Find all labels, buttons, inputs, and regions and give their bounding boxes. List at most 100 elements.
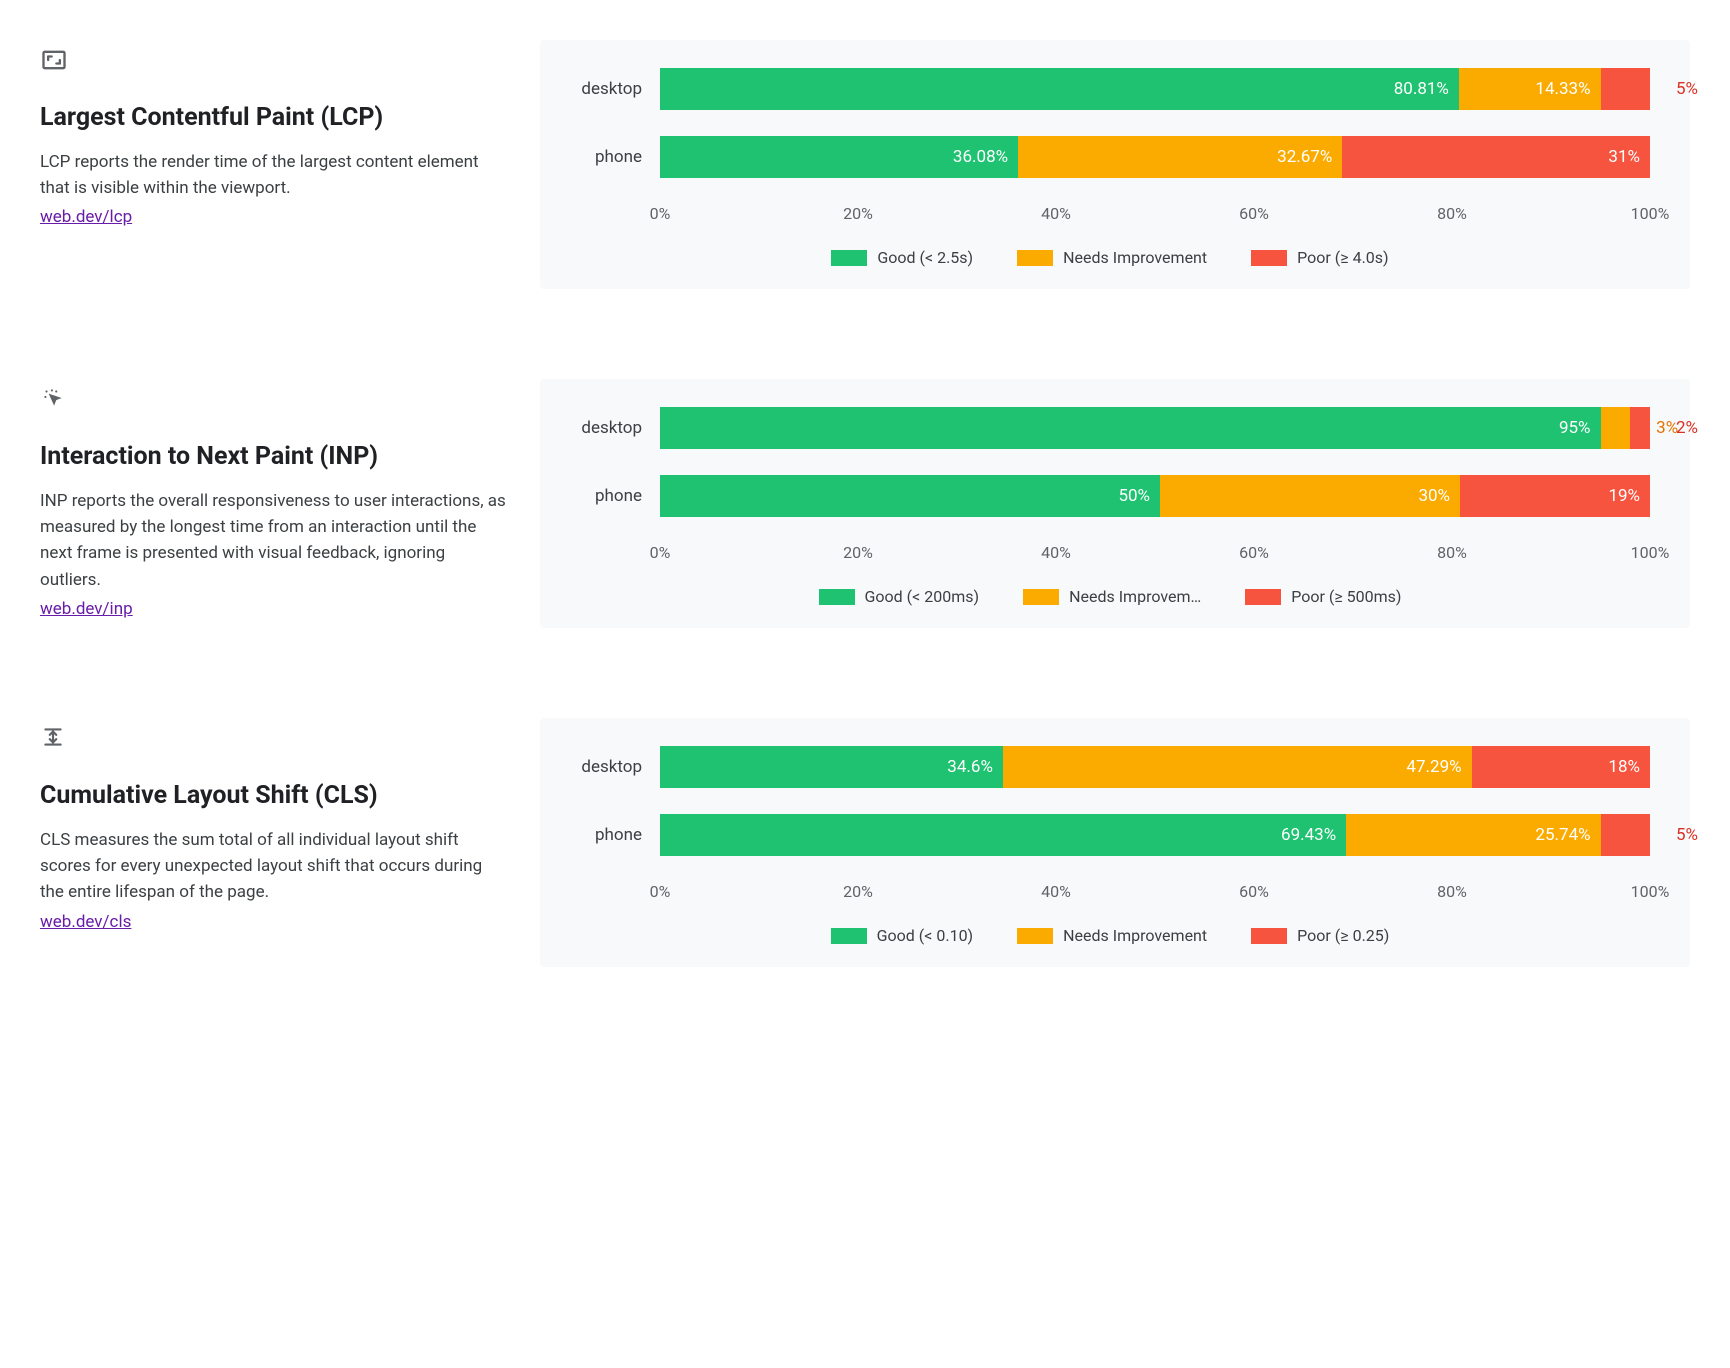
layout-shift-icon [40, 724, 68, 752]
legend-swatch-needs [1017, 250, 1053, 266]
legend-label-poor: Poor (≥ 0.25) [1297, 926, 1389, 945]
bar-track: 36.08% 32.67% 31% [660, 136, 1650, 178]
metric-row-cls: Cumulative Layout Shift (CLS) CLS measure… [40, 718, 1690, 967]
axis-tick: 80% [1437, 204, 1467, 223]
legend: Good (< 0.10) Needs Improvement Poor (≥ 0.… [570, 926, 1650, 945]
legend-label-needs: Needs Improvem… [1069, 587, 1201, 606]
axis-tick: 100% [1631, 882, 1670, 901]
bar-value-good: 36.08% [953, 147, 1008, 167]
legend-label-needs: Needs Improvement [1063, 248, 1207, 267]
axis-tick: 100% [1631, 204, 1670, 223]
bar-value-poor: 5% [1676, 79, 1698, 99]
legend-label-good: Good (< 2.5s) [877, 248, 973, 267]
metric-docs-link[interactable]: web.dev/cls [40, 912, 131, 932]
bar-category-label: phone [570, 825, 660, 845]
bar-segment-poor: 5% [1601, 68, 1650, 110]
legend-swatch-needs [1023, 589, 1059, 605]
axis-tick: 20% [843, 882, 873, 901]
bar-row: phone 36.08% 32.67% 31% [570, 136, 1650, 178]
bar-value-good: 50% [1118, 486, 1150, 506]
x-axis: 0%20%40%60%80%100% [660, 539, 1650, 567]
legend-swatch-poor [1251, 250, 1287, 266]
axis-tick: 80% [1437, 543, 1467, 562]
axis-tick: 40% [1041, 204, 1071, 223]
legend-swatch-needs [1017, 928, 1053, 944]
bar-track: 95% 3%2% [660, 407, 1650, 449]
legend-swatch-poor [1245, 589, 1281, 605]
bar-segment-poor: 19% [1460, 475, 1650, 517]
x-axis: 0%20%40%60%80%100% [660, 878, 1650, 906]
bar-value-good: 34.6% [947, 757, 993, 777]
bar-row: desktop34.6%47.29%18% [570, 746, 1650, 788]
legend-label-needs: Needs Improvement [1063, 926, 1207, 945]
bar-segment-needs: 32.67% [1018, 136, 1342, 178]
bar-segment-good: 80.81% [660, 68, 1459, 110]
axis-row: 0%20%40%60%80%100% [570, 539, 1650, 567]
bar-value-poor: 5% [1676, 825, 1698, 845]
bar-row: desktop 95% 3%2% [570, 407, 1650, 449]
legend: Good (< 200ms) Needs Improvem… Poor (≥ 500… [570, 587, 1650, 606]
bar-segment-poor: 18% [1472, 746, 1650, 788]
bar-value-poor: 19% [1608, 486, 1640, 506]
bar-track: 34.6%47.29%18% [660, 746, 1650, 788]
bar-segment-needs: 30% [1160, 475, 1460, 517]
legend-label-poor: Poor (≥ 4.0s) [1297, 248, 1388, 267]
bar-value-needs: 14.33% [1535, 79, 1590, 99]
axis-tick: 80% [1437, 882, 1467, 901]
bar-value-needs: 3% [1656, 418, 1678, 438]
legend-item-good: Good (< 200ms) [819, 587, 980, 606]
axis-tick: 20% [843, 204, 873, 223]
legend-swatch-good [831, 928, 867, 944]
bar-segment-good: 95% [660, 407, 1601, 449]
legend-swatch-poor [1251, 928, 1287, 944]
axis-tick: 0% [650, 543, 671, 562]
chart-panel: desktop34.6%47.29%18% phone69.43% 25.74% 5%… [540, 718, 1690, 967]
bar-value-needs: 30% [1418, 486, 1450, 506]
bar-segment-needs: 25.74% [1346, 814, 1600, 856]
axis-row: 0%20%40%60%80%100% [570, 200, 1650, 228]
cursor-click-icon [40, 385, 68, 413]
metric-title: Cumulative Layout Shift (CLS) [40, 780, 510, 813]
axis-tick: 0% [650, 882, 671, 901]
bar-category-label: desktop [570, 418, 660, 438]
legend-item-poor: Poor (≥ 4.0s) [1251, 248, 1388, 267]
bar-segment-poor: 2% [1630, 407, 1650, 449]
bar-segment-needs: 3% [1601, 407, 1631, 449]
legend-label-poor: Poor (≥ 500ms) [1291, 587, 1401, 606]
metric-docs-link[interactable]: web.dev/inp [40, 599, 133, 619]
legend-item-good: Good (< 0.10) [831, 926, 973, 945]
bar-row: phone50%30%19% [570, 475, 1650, 517]
axis-tick: 60% [1239, 543, 1269, 562]
bar-segment-good: 69.43% [660, 814, 1346, 856]
bar-value-poor: 31% [1608, 147, 1640, 167]
bar-row: phone69.43% 25.74% 5% [570, 814, 1650, 856]
legend-swatch-good [831, 250, 867, 266]
metric-description-panel: Cumulative Layout Shift (CLS) CLS measure… [40, 718, 510, 967]
legend-item-good: Good (< 2.5s) [831, 248, 973, 267]
legend-item-poor: Poor (≥ 0.25) [1251, 926, 1389, 945]
metric-description-panel: Largest Contentful Paint (LCP)LCP report… [40, 40, 510, 289]
legend-item-needs: Needs Improvem… [1023, 587, 1201, 606]
metric-row-inp: Interaction to Next Paint (INP)INP repor… [40, 379, 1690, 628]
metric-docs-link[interactable]: web.dev/lcp [40, 207, 132, 227]
chart-panel: desktop80.81%14.33%5%phone36.08%32.67%31… [540, 40, 1690, 289]
bar-value-poor: 18% [1608, 757, 1640, 777]
legend-label-good: Good (< 200ms) [865, 587, 980, 606]
bar-value-needs: 25.74% [1535, 825, 1590, 845]
metric-title: Interaction to Next Paint (INP) [40, 441, 510, 474]
axis-tick: 20% [843, 543, 873, 562]
bar-track: 69.43% 25.74% 5% [660, 814, 1650, 856]
legend-item-needs: Needs Improvement [1017, 926, 1207, 945]
legend-item-poor: Poor (≥ 500ms) [1245, 587, 1401, 606]
metric-description: CLS measures the sum total of all indivi… [40, 827, 510, 906]
bar-value-good: 95% [1559, 418, 1591, 438]
bar-segment-needs: 14.33% [1459, 68, 1601, 110]
metric-description-panel: Interaction to Next Paint (INP)INP repor… [40, 379, 510, 628]
bar-segment-poor: 5% [1601, 814, 1650, 856]
axis-tick: 60% [1239, 204, 1269, 223]
axis-tick: 40% [1041, 882, 1071, 901]
bar-value-good: 80.81% [1394, 79, 1449, 99]
bar-segment-good: 34.6% [660, 746, 1003, 788]
bar-segment-good: 50% [660, 475, 1160, 517]
bar-category-label: phone [570, 147, 660, 167]
